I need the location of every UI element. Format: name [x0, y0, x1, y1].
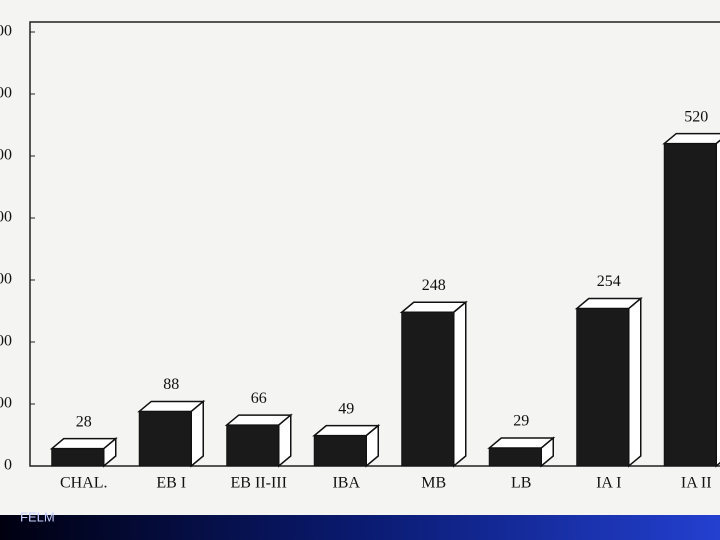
- bar: [663, 143, 717, 467]
- bar-side: [190, 399, 204, 468]
- value-label: 28: [76, 413, 92, 430]
- x-tick-label: IBA: [332, 475, 360, 492]
- bar-side: [278, 413, 292, 468]
- bar: [401, 311, 455, 467]
- value-label: 520: [684, 108, 708, 125]
- x-tick-label: CHAL.: [60, 475, 108, 492]
- value-label: 66: [251, 390, 267, 407]
- x-tick-label: IA I: [596, 475, 621, 492]
- bar-side: [628, 296, 642, 468]
- value-label: 88: [163, 376, 179, 393]
- y-tick-label: 200: [0, 333, 12, 350]
- footer-bar: [0, 515, 720, 540]
- x-tick-label: LB: [511, 475, 531, 492]
- y-tick-label: 700: [0, 23, 12, 40]
- value-label: 248: [422, 277, 446, 294]
- y-tick-label: 400: [0, 209, 12, 226]
- value-label: 49: [338, 400, 354, 417]
- bar-side: [715, 139, 720, 468]
- y-tick-label: 500: [0, 147, 12, 164]
- y-tick-label: 0: [4, 457, 12, 474]
- bar: [313, 435, 367, 467]
- value-label: 254: [597, 273, 621, 290]
- footer-text: FELM: [20, 509, 55, 524]
- y-tick-label: 600: [0, 85, 12, 102]
- y-tick-label: 300: [0, 271, 12, 288]
- bar: [488, 447, 542, 467]
- bar: [51, 448, 105, 467]
- bar: [576, 308, 630, 467]
- plot-frame: [29, 21, 720, 467]
- x-tick-label: MB: [421, 475, 446, 492]
- x-tick-label: EB I: [156, 475, 186, 492]
- bar: [138, 410, 192, 467]
- bar: [226, 424, 280, 467]
- y-tick-label: 100: [0, 395, 12, 412]
- x-tick-label: EB II-III: [231, 475, 287, 492]
- value-label: 29: [513, 413, 529, 430]
- x-tick-label: IA II: [681, 475, 712, 492]
- bar-side: [453, 300, 467, 468]
